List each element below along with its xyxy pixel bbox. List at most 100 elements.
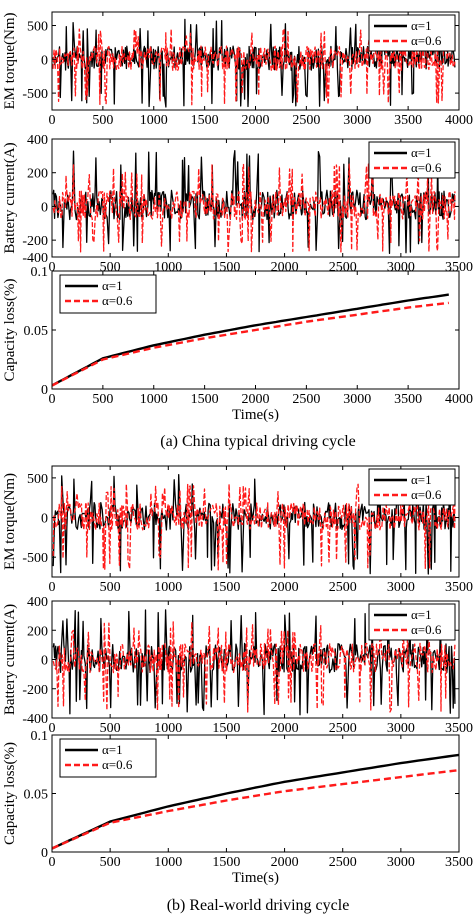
legend: α=1α=0.6	[368, 603, 456, 641]
x-tick-label: 1500	[212, 580, 240, 595]
x-tick-label: 1000	[140, 113, 168, 128]
x-tick-label: 3000	[343, 392, 371, 407]
x-tick-label: 1500	[191, 392, 219, 407]
x-tick-label: 3000	[387, 580, 415, 595]
x-tick-label: 2500	[292, 113, 320, 128]
y-tick-label: -500	[22, 87, 48, 102]
y-tick-label: 0	[41, 53, 48, 68]
legend-box	[368, 14, 456, 52]
legend-box	[59, 738, 157, 778]
x-tick-label: 3500	[445, 721, 473, 736]
legend-entry: α=1	[411, 607, 432, 622]
plot-area	[52, 753, 459, 850]
x-tick-label: 1000	[154, 855, 182, 870]
x-tick-label: 500	[92, 113, 113, 128]
x-tick-label: 3000	[387, 721, 415, 736]
x-tick-label: 1500	[212, 721, 240, 736]
x-tick-label: 2000	[271, 721, 299, 736]
x-tick-label: 3500	[394, 113, 422, 128]
x-tick-label: 2500	[329, 855, 357, 870]
y-tick-label: 0.1	[31, 265, 49, 280]
y-axis-label: Battery current(A)	[2, 142, 18, 253]
axes-frame	[51, 465, 460, 578]
y-tick-label: 500	[27, 20, 48, 35]
x-tick-label: 1500	[212, 855, 240, 870]
legend-entry: α=1	[411, 472, 432, 487]
x-tick-label: 500	[100, 855, 121, 870]
legend-entry: α=1	[411, 18, 432, 33]
y-tick-label: 0	[41, 383, 48, 398]
x-tick-label: 0	[49, 113, 56, 128]
y-tick-label: 0.05	[24, 788, 49, 803]
legend-entry: α=1	[102, 278, 123, 293]
y-tick-label: 0	[41, 846, 48, 861]
series-line-alpha-1	[52, 753, 459, 850]
x-tick-label: 0	[49, 721, 56, 736]
y-tick-label: 0	[41, 512, 48, 527]
x-tick-label: 2000	[242, 113, 270, 128]
x-tick-label: 3500	[445, 580, 473, 595]
y-axis-label: EM torque(Nm)	[2, 473, 18, 570]
y-tick-label: -200	[22, 683, 48, 698]
panel-b-current: 0 500 1000 1500 2000 2500 3000 3500 -400 -200 0 200…	[2, 595, 473, 736]
panel-a-torque: 0 500 1000 1500 2000 2500 3000 3500 4000-5000500…	[2, 11, 473, 128]
y-tick-label: 0.05	[24, 324, 49, 339]
series-line-alpha-0-6	[52, 768, 459, 850]
axes-frame	[51, 138, 460, 258]
x-tick-label: 0	[49, 855, 56, 870]
y-axis-label: EM torque(Nm)	[2, 12, 18, 109]
plot-area	[52, 293, 449, 387]
x-tick-label: 0	[49, 392, 56, 407]
series-line-alpha-1	[52, 149, 456, 255]
y-tick-label: 400	[27, 133, 48, 148]
legend-entry: α=1	[102, 742, 123, 757]
legend-box	[59, 274, 157, 314]
x-tick-label: 500	[92, 392, 113, 407]
x-tick-label: 3000	[343, 113, 371, 128]
x-tick-label: 0	[49, 580, 56, 595]
y-tick-label: 200	[27, 624, 48, 639]
panel-b-capacity: 0 500 1000 1500 2000 2500 3000 3500 0 0.05 0.1 Capa…	[2, 729, 473, 886]
x-tick-label: 2500	[329, 580, 357, 595]
legend-entry: α=0.6	[411, 622, 442, 637]
legend: α=1α=0.6	[59, 274, 157, 314]
x-tick-label: 2500	[292, 392, 320, 407]
x-tick-label: 3000	[387, 260, 415, 275]
series-line-alpha-0-6	[52, 620, 456, 713]
x-tick-label: 500	[100, 721, 121, 736]
legend-box	[368, 141, 456, 179]
x-tick-label: 4000	[445, 392, 473, 407]
y-tick-label: 500	[27, 472, 48, 487]
series-line-alpha-1	[52, 609, 456, 716]
x-tick-label: 1500	[212, 260, 240, 275]
x-tick-label: 1000	[154, 721, 182, 736]
y-axis-label: Capacity loss(%)	[2, 279, 18, 382]
series-line-alpha-1	[52, 293, 449, 387]
y-tick-label: 0	[41, 654, 48, 669]
x-tick-label: 2000	[242, 392, 270, 407]
y-tick-label: -400	[22, 251, 48, 266]
x-tick-label: 3000	[387, 855, 415, 870]
legend-entry: α=1	[411, 145, 432, 160]
legend: α=1α=0.6	[368, 14, 456, 52]
x-tick-label: 1000	[154, 580, 182, 595]
x-tick-label: 2000	[271, 260, 299, 275]
x-tick-label: 1000	[154, 260, 182, 275]
legend: α=1α=0.6	[59, 738, 157, 778]
x-tick-label: 500	[100, 580, 121, 595]
panel-a-current: 0 500 1000 1500 2000 2500 3000 3500-400-2000200…	[2, 133, 473, 275]
y-tick-label: -200	[22, 234, 48, 249]
y-axis-label: Battery current(A)	[2, 604, 18, 715]
y-tick-label: -500	[22, 551, 48, 566]
x-tick-label: 2000	[271, 855, 299, 870]
legend-box	[368, 468, 456, 506]
plot-area	[52, 609, 456, 716]
series-line-alpha-0-6	[52, 301, 449, 387]
legend-entry: α=0.6	[102, 757, 133, 772]
x-tick-label: 2000	[271, 580, 299, 595]
plot-area	[52, 18, 456, 108]
legend-entry: α=0.6	[411, 160, 442, 175]
series-line-alpha-0-6	[52, 163, 456, 253]
